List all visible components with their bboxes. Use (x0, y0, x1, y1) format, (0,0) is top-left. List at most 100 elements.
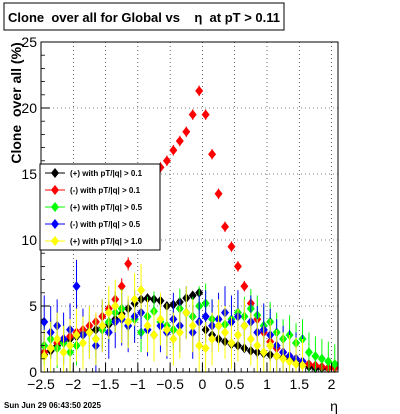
data-point (85, 327, 94, 338)
y-axis-label: Clone over all (%) (8, 42, 24, 163)
x-axis-label: η (330, 398, 338, 414)
data-point (59, 347, 68, 358)
data-point (175, 136, 184, 146)
data-point (233, 330, 242, 341)
data-point (292, 359, 301, 370)
data-point (208, 149, 217, 160)
data-point (182, 307, 191, 318)
data-point (214, 188, 223, 199)
legend-label: (+) with pT/|q| > 1.0 (70, 237, 143, 246)
data-point (78, 337, 87, 348)
series-5 (40, 263, 307, 372)
data-point (208, 334, 217, 344)
chart-title-box: Clone over all for Global vs η at pT > 0… (3, 2, 285, 31)
data-point (149, 330, 158, 341)
data-point (117, 281, 126, 292)
legend-label: (-) with pT/|q| > 0.1 (70, 186, 141, 195)
x-tick-label: 1 (263, 376, 271, 392)
legend-label: (+) with pT/|q| > 0.1 (70, 169, 143, 178)
legend-label: (-) with pT/|q| > 0.5 (70, 220, 141, 229)
x-axis: −2.5 −2 −1.5 −1 −0.5 0 0.5 1 1.5 2 (27, 363, 339, 392)
data-point (253, 340, 262, 351)
y-axis: 0 5 10 15 20 25 (21, 34, 50, 380)
data-point (98, 320, 107, 331)
data-point (279, 353, 288, 364)
x-tick-label: 2 (328, 376, 336, 392)
data-point (195, 340, 204, 351)
grid-lines (40, 42, 338, 372)
data-point (201, 109, 210, 120)
legend-marker (51, 219, 59, 229)
data-point (201, 311, 210, 322)
data-point (143, 320, 152, 331)
x-tick-label: −0.5 (156, 376, 184, 392)
data-point (240, 320, 249, 331)
data-point (259, 347, 268, 358)
data-point (111, 301, 120, 311)
y-tick-label: 10 (21, 232, 37, 248)
y-tick-label: 25 (21, 34, 37, 50)
data-point (266, 340, 275, 351)
data-point (201, 343, 210, 354)
data-point (324, 356, 333, 367)
legend-marker (51, 185, 59, 195)
data-point (298, 360, 307, 371)
data-point (317, 353, 326, 364)
data-point (227, 241, 236, 252)
data-point (124, 258, 133, 269)
y-tick-label: 0 (29, 364, 37, 380)
data-point (304, 347, 313, 358)
data-point (130, 294, 139, 305)
data-point (104, 307, 113, 318)
x-tick-label: −2 (65, 376, 81, 392)
data-point (330, 359, 339, 370)
y-tick-label: 15 (21, 166, 37, 182)
data-point (182, 126, 191, 137)
x-tick-label: −1 (130, 376, 146, 392)
x-tick-label: 0.5 (225, 376, 245, 392)
data-point (311, 351, 320, 362)
legend-marker (51, 168, 59, 178)
data-point (72, 330, 81, 341)
data-point (221, 221, 230, 232)
x-tick-label: 0 (199, 376, 207, 392)
data-point (124, 316, 133, 327)
legend-marker (51, 202, 59, 212)
data-point (91, 334, 100, 344)
data-point (195, 85, 204, 96)
data-point (46, 343, 55, 354)
x-tick-label: −2.5 (27, 376, 55, 392)
data-point (246, 334, 255, 344)
data-point (156, 314, 165, 325)
data-point (117, 311, 126, 322)
data-point (188, 320, 197, 331)
chart-title: Clone over all for Global vs η at pT > 0… (8, 10, 280, 25)
legend-marker (51, 236, 59, 246)
timestamp: Sun Jun 29 06:43:50 2025 (4, 401, 101, 410)
data-point (169, 334, 178, 344)
data-point (188, 290, 197, 301)
data-point (272, 351, 281, 362)
data-point (227, 337, 236, 348)
x-tick-label: 1.5 (290, 376, 310, 392)
data-point (221, 327, 230, 338)
y-tick-label: 20 (21, 100, 37, 116)
data-point (233, 261, 242, 272)
data-point (240, 281, 249, 292)
data-point (162, 324, 171, 335)
data-point (66, 340, 75, 351)
x-tick-label: −1.5 (92, 376, 120, 392)
data-point (169, 145, 178, 156)
data-point (72, 281, 81, 292)
data-point (214, 320, 223, 331)
y-tick-label: 5 (29, 298, 37, 314)
data-point (137, 285, 146, 296)
data-point (162, 155, 171, 166)
data-point (188, 109, 197, 120)
legend: (+) with pT/|q| > 0.1 (-) with pT/|q| > 0… (39, 163, 161, 251)
data-point (175, 327, 184, 338)
data-point (285, 356, 294, 367)
legend-label: (+) with pT/|q| > 0.5 (70, 203, 143, 212)
data-point (53, 334, 62, 344)
